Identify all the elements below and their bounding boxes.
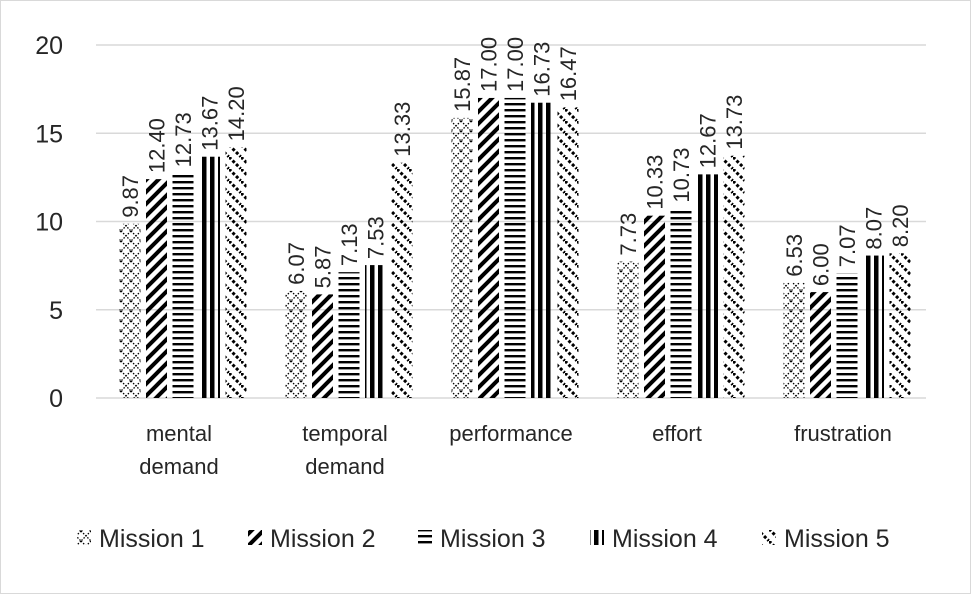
- data-label: 12.40: [145, 118, 170, 173]
- data-label: 6.53: [782, 234, 807, 277]
- category-label: mental: [146, 421, 212, 446]
- data-label: 16.47: [556, 46, 581, 101]
- legend: Mission 1 Mission 2 Mission 3 Mission 4 Miss…: [77, 525, 890, 553]
- legend-swatch: [248, 530, 262, 545]
- bar: [783, 282, 805, 398]
- category-label: temporal: [302, 421, 388, 446]
- bar: [723, 155, 745, 398]
- data-label: 8.07: [862, 207, 887, 250]
- y-tick-label: 15: [35, 120, 63, 148]
- bar: [451, 117, 473, 398]
- data-label: 13.73: [722, 95, 747, 150]
- data-label: 17.00: [503, 37, 528, 92]
- legend-label: Mission 4: [612, 525, 718, 553]
- legend-label: Mission 1: [99, 525, 205, 553]
- bar: [670, 208, 692, 398]
- bar: [172, 173, 194, 398]
- y-tick-label: 20: [35, 32, 63, 60]
- category-label: performance: [449, 421, 573, 446]
- category-label: effort: [652, 421, 702, 446]
- data-label: 10.33: [643, 155, 668, 210]
- category-label: demand: [305, 454, 385, 479]
- legend-label: Mission 5: [784, 525, 890, 553]
- data-label: 12.73: [171, 112, 196, 167]
- bar: [119, 223, 141, 398]
- bar: [285, 290, 307, 398]
- bar: [199, 156, 220, 398]
- bar: [312, 294, 333, 398]
- category-label: frustration: [794, 421, 892, 446]
- y-tick-label: 5: [49, 297, 63, 325]
- bar: [146, 179, 167, 398]
- legend-label: Mission 2: [270, 525, 376, 553]
- bar: [644, 215, 665, 398]
- bar: [504, 97, 526, 398]
- bar: [557, 107, 579, 398]
- data-label: 8.20: [888, 204, 913, 247]
- bar: [863, 255, 884, 398]
- data-label: 7.73: [616, 213, 641, 256]
- bar: [391, 162, 413, 398]
- data-label: 7.53: [364, 216, 389, 259]
- legend-swatch: [418, 530, 432, 545]
- data-label: 15.87: [450, 57, 475, 112]
- data-label: 7.13: [337, 223, 362, 266]
- data-label: 9.87: [118, 175, 143, 218]
- bar: [225, 147, 247, 398]
- legend-swatch: [590, 530, 604, 545]
- bar: [478, 97, 499, 398]
- y-axis: 0 5 10 15 20: [35, 32, 63, 413]
- data-label: 6.00: [809, 243, 834, 286]
- bar: [810, 292, 831, 398]
- bar: [697, 174, 718, 398]
- legend-swatch: [762, 530, 776, 545]
- data-label: 13.67: [198, 96, 223, 151]
- data-label: 12.67: [696, 113, 721, 168]
- x-axis: mental demand temporal demand performance eff…: [139, 421, 892, 479]
- bar: [338, 272, 360, 398]
- data-label: 17.00: [477, 37, 502, 92]
- bar: [889, 253, 911, 398]
- data-label: 7.07: [835, 224, 860, 267]
- y-tick-label: 10: [35, 209, 63, 237]
- bar: [531, 102, 552, 398]
- data-label: 13.33: [390, 102, 415, 157]
- data-label: 6.07: [284, 242, 309, 285]
- data-label: 10.73: [669, 148, 694, 203]
- data-label: 16.73: [530, 42, 555, 97]
- legend-swatch: [77, 530, 91, 545]
- bar: [617, 261, 639, 398]
- bar: [836, 273, 858, 398]
- bar: [365, 265, 386, 398]
- data-label: 14.20: [224, 86, 249, 141]
- bars: [119, 97, 911, 398]
- category-label: demand: [139, 454, 219, 479]
- data-label: 5.87: [311, 246, 336, 289]
- legend-label: Mission 3: [440, 525, 546, 553]
- y-tick-label: 0: [49, 385, 63, 413]
